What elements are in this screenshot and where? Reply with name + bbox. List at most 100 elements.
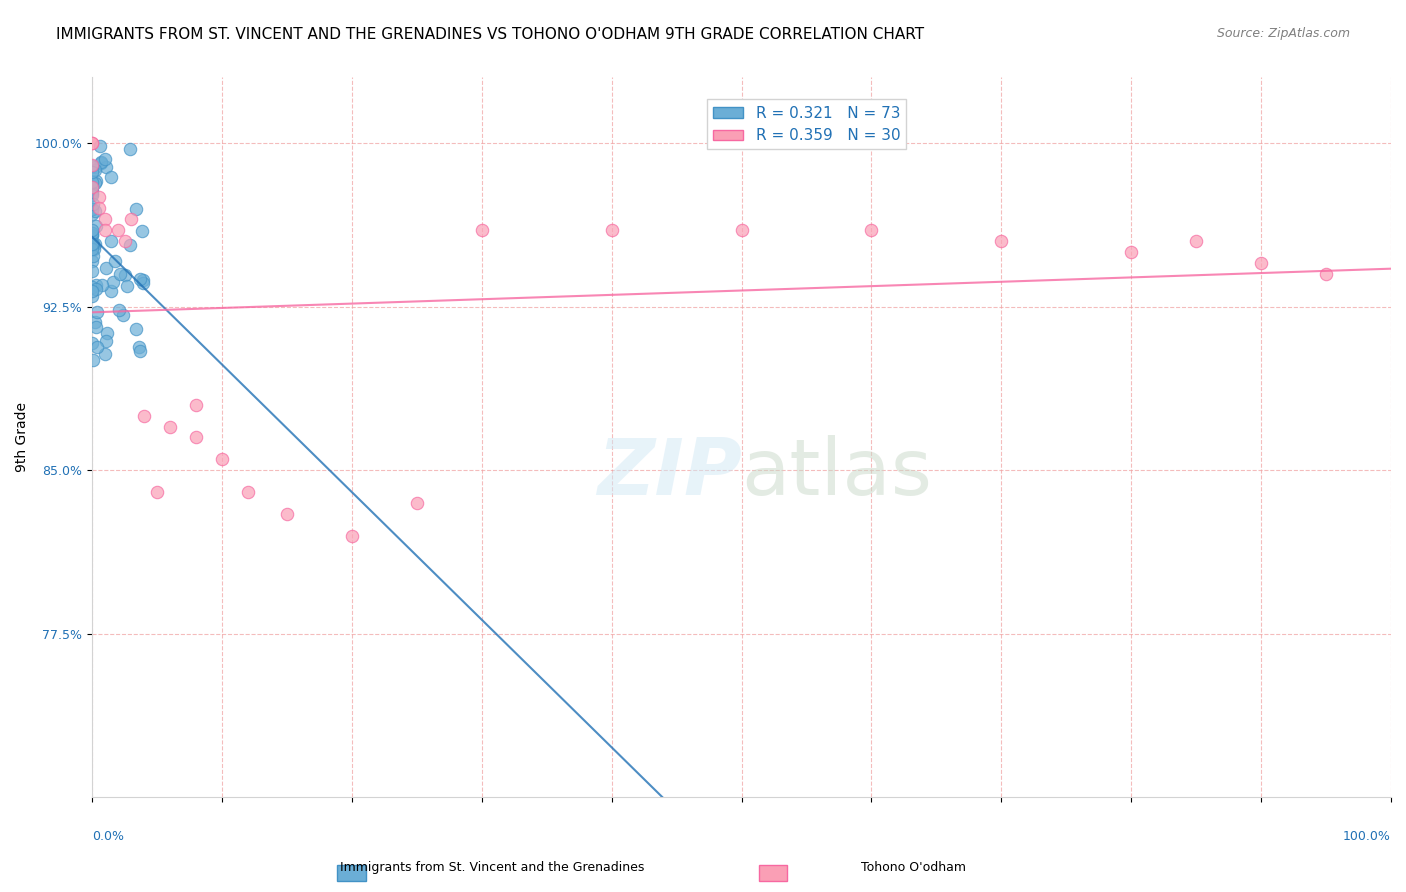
Point — [82, 158, 104, 172]
Point — [114, 234, 136, 248]
Point — [83, 315, 105, 329]
Point — [114, 268, 136, 283]
Point — [90, 155, 112, 169]
Y-axis label: 9th Grade: 9th Grade — [15, 402, 30, 473]
Point — [90, 156, 112, 170]
Point — [82, 240, 104, 254]
Point — [184, 430, 207, 444]
Point — [104, 253, 127, 268]
Point — [82, 264, 104, 278]
Point — [94, 160, 117, 174]
Point — [82, 353, 104, 368]
Point — [1315, 267, 1337, 281]
Point — [82, 136, 104, 150]
Point — [82, 235, 104, 249]
Point — [84, 160, 107, 174]
Point — [96, 326, 118, 340]
Point — [276, 507, 298, 521]
Point — [82, 237, 104, 252]
Point — [990, 234, 1012, 248]
Point — [128, 340, 150, 354]
Point — [1121, 244, 1143, 259]
Text: Immigrants from St. Vincent and the Grenadines: Immigrants from St. Vincent and the Gren… — [340, 861, 644, 874]
Point — [120, 238, 142, 252]
Point — [83, 163, 105, 178]
Point — [82, 335, 104, 350]
Point — [108, 302, 131, 317]
Point — [84, 174, 107, 188]
Point — [82, 136, 104, 150]
Point — [89, 139, 111, 153]
Point — [100, 170, 122, 185]
Point — [184, 398, 207, 412]
Point — [82, 227, 104, 242]
Point — [132, 409, 155, 423]
Point — [111, 309, 134, 323]
Point — [107, 223, 129, 237]
Point — [82, 164, 104, 178]
Point — [159, 419, 181, 434]
Point — [94, 334, 117, 348]
Point — [1250, 256, 1272, 270]
Point — [84, 176, 107, 190]
Text: atlas: atlas — [741, 435, 932, 511]
Point — [82, 227, 104, 241]
Point — [730, 223, 752, 237]
Point — [100, 235, 122, 249]
Point — [82, 243, 104, 257]
Point — [91, 278, 114, 293]
Point — [84, 236, 107, 251]
Point — [86, 341, 108, 355]
Point — [82, 207, 104, 221]
Point — [108, 267, 131, 281]
Point — [82, 202, 104, 216]
Point — [94, 223, 117, 237]
Point — [84, 319, 107, 334]
Point — [82, 188, 104, 202]
Point — [236, 485, 259, 500]
Point — [146, 485, 169, 500]
Text: Tohono O'odham: Tohono O'odham — [862, 861, 966, 874]
Point — [211, 452, 233, 467]
Text: Source: ZipAtlas.com: Source: ZipAtlas.com — [1216, 27, 1350, 40]
Point — [87, 202, 110, 216]
Point — [340, 528, 363, 542]
Text: ZIP: ZIP — [596, 435, 741, 511]
Point — [82, 279, 104, 293]
Point — [101, 275, 124, 289]
Point — [115, 278, 138, 293]
Point — [132, 272, 155, 286]
Point — [82, 179, 104, 194]
Text: 100.0%: 100.0% — [1343, 830, 1391, 843]
Point — [100, 284, 122, 298]
Point — [82, 289, 104, 303]
Point — [82, 223, 104, 237]
Point — [129, 272, 152, 286]
Point — [82, 237, 104, 252]
Point — [94, 212, 117, 227]
Point — [120, 212, 142, 227]
Point — [82, 159, 104, 173]
Point — [125, 202, 148, 216]
Point — [860, 223, 883, 237]
Point — [94, 260, 117, 275]
Point — [83, 204, 105, 219]
Point — [82, 186, 104, 201]
Point — [131, 224, 153, 238]
Point — [118, 142, 141, 156]
Point — [405, 496, 427, 510]
Point — [86, 305, 108, 319]
Point — [124, 322, 146, 336]
Legend: R = 0.321   N = 73, R = 0.359   N = 30: R = 0.321 N = 73, R = 0.359 N = 30 — [707, 100, 907, 149]
Point — [82, 227, 104, 242]
Point — [83, 242, 105, 256]
Point — [82, 202, 104, 217]
Point — [82, 253, 104, 268]
Point — [82, 184, 104, 198]
Point — [82, 249, 104, 263]
Point — [82, 284, 104, 298]
Point — [128, 344, 150, 359]
Point — [82, 202, 104, 216]
Point — [87, 190, 110, 204]
Text: 0.0%: 0.0% — [93, 830, 124, 843]
